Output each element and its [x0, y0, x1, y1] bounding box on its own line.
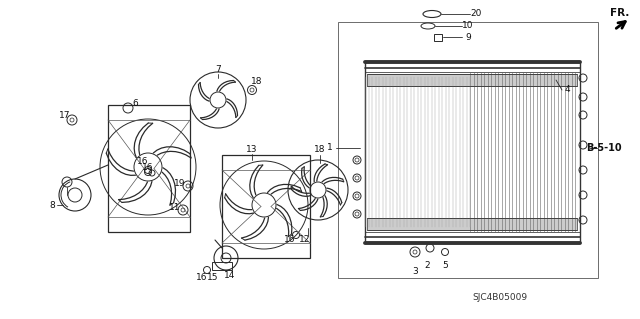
Text: 9: 9 [465, 33, 471, 41]
Text: 11: 11 [169, 203, 180, 211]
Bar [108, 105, 190, 232]
Text: 10: 10 [462, 21, 474, 31]
Bar [367, 74, 577, 86]
Text: FR.: FR. [611, 8, 630, 18]
Text: 16: 16 [137, 158, 148, 167]
Text: 16: 16 [284, 235, 296, 244]
Bar [212, 262, 232, 270]
Bar [434, 34, 442, 41]
Text: 18: 18 [252, 78, 263, 86]
Text: 12: 12 [300, 235, 310, 244]
Text: 5: 5 [442, 261, 448, 270]
Bar [338, 22, 598, 278]
Text: 14: 14 [224, 271, 236, 279]
Text: 6: 6 [132, 99, 138, 108]
Text: SJC4B05009: SJC4B05009 [472, 293, 527, 302]
Text: 7: 7 [215, 65, 221, 75]
Bar [222, 155, 310, 258]
Text: 13: 13 [246, 145, 258, 154]
Text: 4: 4 [564, 85, 570, 94]
Bar [367, 218, 577, 230]
Text: 19: 19 [174, 179, 186, 188]
Text: 15: 15 [207, 273, 219, 283]
Text: 2: 2 [424, 262, 430, 271]
Text: B-5-10: B-5-10 [586, 143, 622, 153]
Text: 1: 1 [327, 144, 333, 152]
Text: 8: 8 [49, 201, 55, 210]
Text: 20: 20 [470, 10, 482, 19]
Text: 16: 16 [142, 164, 154, 173]
Text: 18: 18 [314, 145, 326, 154]
Text: 3: 3 [412, 268, 418, 277]
Text: 17: 17 [60, 110, 71, 120]
Text: 16: 16 [196, 273, 208, 283]
